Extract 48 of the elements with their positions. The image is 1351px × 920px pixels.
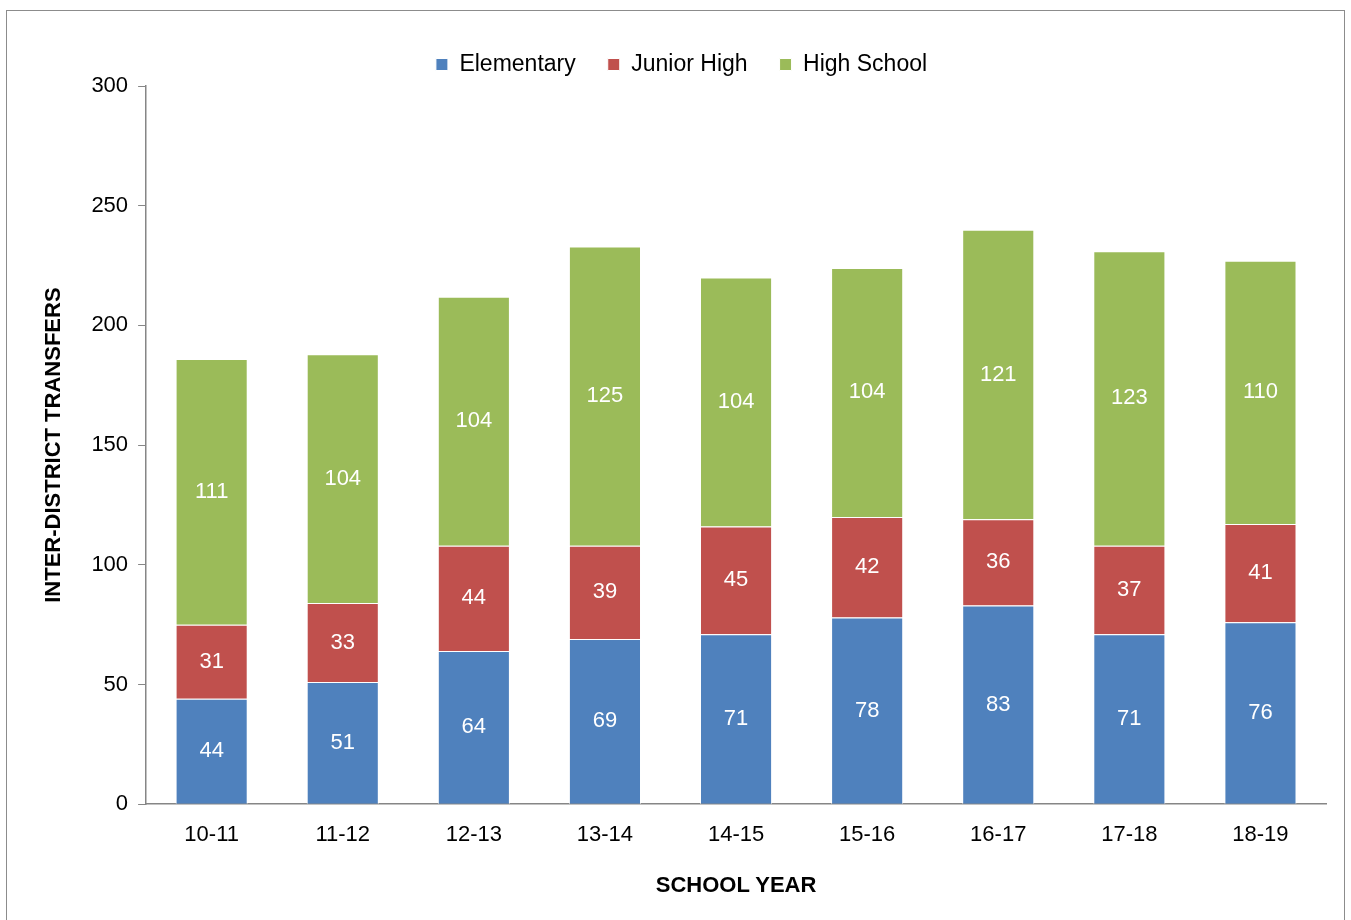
data-label: 51 xyxy=(330,728,355,754)
data-label: 104 xyxy=(848,378,886,404)
data-label: 76 xyxy=(1248,699,1273,725)
y-tick-label: 50 xyxy=(103,670,129,696)
data-label: 37 xyxy=(1117,576,1142,601)
data-label: 121 xyxy=(979,360,1017,386)
data-label: 69 xyxy=(592,707,618,733)
x-tick-label: 13-14 xyxy=(576,821,634,847)
data-label: 36 xyxy=(986,548,1011,574)
y-tick-label: 300 xyxy=(91,72,129,98)
x-tick-label: 12-13 xyxy=(445,821,502,847)
y-tick-label: 150 xyxy=(91,431,129,457)
data-label: 39 xyxy=(592,578,618,604)
x-tick-label: 11-12 xyxy=(315,821,371,847)
data-label: 111 xyxy=(194,477,229,503)
data-label: 45 xyxy=(723,566,749,592)
y-tick-label: 250 xyxy=(91,191,129,217)
y-tick-label: 100 xyxy=(91,550,129,576)
data-label: 123 xyxy=(1110,384,1148,410)
data-label: 31 xyxy=(199,647,224,673)
data-label: 44 xyxy=(461,584,487,610)
data-label: 78 xyxy=(854,696,880,722)
data-label: 83 xyxy=(986,690,1011,716)
data-label: 110 xyxy=(1242,378,1278,404)
y-tick-label: 200 xyxy=(91,311,129,337)
x-tick-label: 18-19 xyxy=(1232,821,1289,847)
data-label: 104 xyxy=(717,388,755,414)
x-tick-label: 16-17 xyxy=(970,821,1027,847)
x-tick-label: 14-15 xyxy=(707,821,765,847)
data-label: 41 xyxy=(1248,559,1273,585)
x-tick-label: 17-18 xyxy=(1101,821,1158,847)
data-label: 33 xyxy=(330,628,355,654)
legend-label: Junior High xyxy=(631,49,748,76)
x-axis-title: SCHOOL YEAR xyxy=(655,871,817,897)
data-label: 71 xyxy=(723,705,749,731)
data-label: 42 xyxy=(854,553,880,579)
x-tick-label: 10-11 xyxy=(184,821,239,847)
data-label: 44 xyxy=(199,737,224,763)
legend-label: Elementary xyxy=(459,49,577,76)
legend-label: High School xyxy=(803,49,928,76)
y-tick-label: 0 xyxy=(115,790,129,816)
data-label: 64 xyxy=(461,713,487,739)
data-label: 71 xyxy=(1117,705,1142,731)
data-label: 104 xyxy=(324,464,362,490)
x-tick-label: 15-16 xyxy=(839,821,896,847)
data-label: 125 xyxy=(586,382,624,408)
y-axis-title: INTER-DISTRICT TRANSFERS xyxy=(40,287,66,603)
data-label: 104 xyxy=(455,407,493,433)
